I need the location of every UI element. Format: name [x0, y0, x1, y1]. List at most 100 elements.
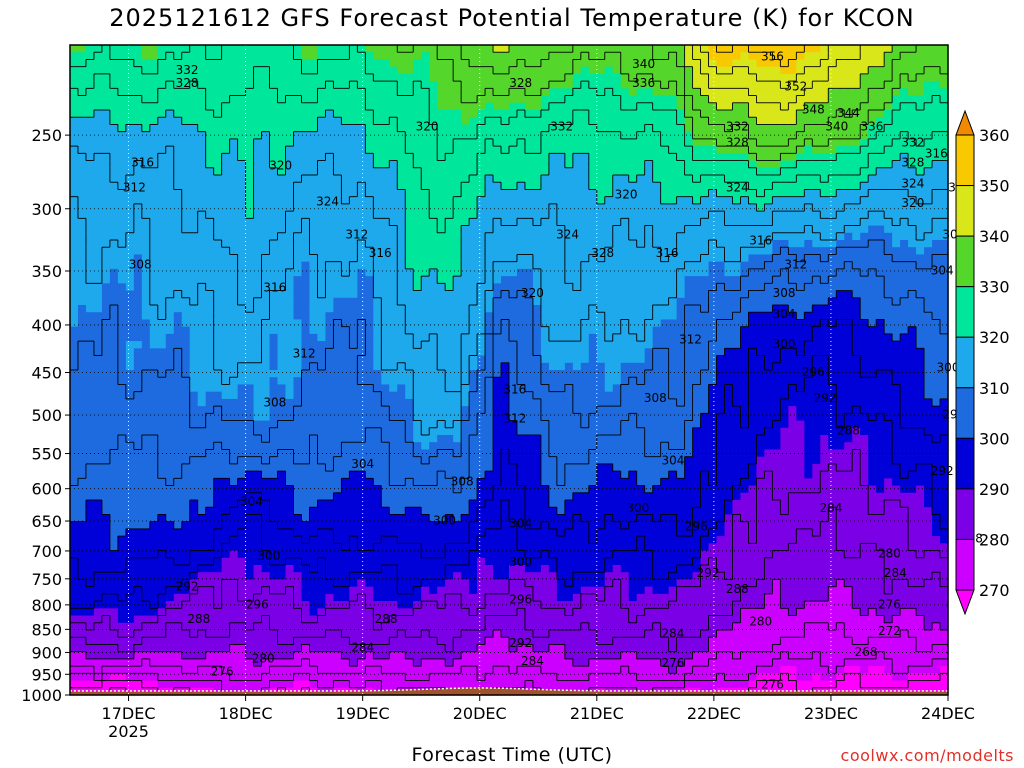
theta-cell — [852, 283, 861, 292]
theta-cell — [644, 319, 654, 328]
theta-cell — [636, 138, 646, 147]
theta-cell — [532, 254, 542, 263]
theta-cell — [469, 167, 478, 176]
theta-cell — [796, 117, 805, 126]
theta-cell — [628, 102, 638, 111]
theta-cell — [796, 305, 805, 313]
theta-cell — [828, 261, 837, 270]
theta-cell — [684, 73, 694, 82]
theta-cell — [604, 167, 614, 176]
theta-cell — [213, 312, 223, 321]
theta-cell — [588, 276, 598, 284]
theta-cell — [197, 73, 207, 82]
theta-cell — [756, 182, 766, 191]
theta-cell — [445, 88, 454, 97]
theta-cell — [732, 290, 742, 299]
theta-cell — [469, 348, 478, 357]
theta-cell — [596, 312, 606, 321]
theta-cell — [524, 232, 534, 241]
theta-cell — [445, 254, 454, 263]
theta-cell — [365, 290, 374, 299]
theta-cell — [572, 160, 582, 169]
theta-cell — [181, 232, 191, 241]
theta-cell — [493, 305, 502, 313]
theta-cell — [788, 146, 797, 154]
theta-cell — [133, 247, 143, 256]
theta-cell — [501, 247, 510, 256]
theta-cell — [844, 333, 853, 342]
theta-cell — [453, 124, 462, 133]
theta-cell — [676, 261, 686, 270]
theta-cell — [716, 110, 726, 118]
theta-cell — [580, 102, 590, 111]
theta-cell — [708, 153, 718, 162]
theta-cell — [341, 167, 350, 176]
theta-cell — [405, 211, 414, 219]
theta-cell — [620, 362, 630, 371]
theta-cell — [668, 247, 678, 256]
theta-cell — [644, 73, 654, 82]
theta-cell — [277, 341, 287, 349]
theta-cell — [628, 247, 638, 256]
theta-cell — [133, 160, 143, 169]
theta-cell — [940, 326, 949, 335]
theta-cell — [301, 268, 311, 277]
theta-cell — [357, 290, 366, 299]
theta-cell — [101, 73, 111, 82]
theta-cell — [588, 297, 598, 306]
theta-cell — [684, 232, 694, 241]
theta-cell — [341, 240, 350, 248]
theta-cell — [556, 153, 566, 162]
theta-cell — [445, 355, 454, 364]
theta-cell — [381, 88, 390, 97]
theta-cell — [628, 66, 638, 75]
theta-cell — [716, 297, 726, 306]
theta-cell — [429, 138, 438, 147]
theta-cell — [269, 312, 279, 321]
theta-cell — [349, 153, 358, 162]
theta-cell — [676, 225, 686, 234]
theta-cell — [405, 167, 414, 176]
theta-cell — [908, 146, 917, 154]
theta-cell — [70, 261, 79, 270]
theta-cell — [253, 160, 263, 169]
theta-cell — [109, 268, 119, 277]
theta-cell — [788, 247, 797, 256]
theta-cell — [293, 110, 303, 118]
theta-cell — [780, 276, 789, 284]
theta-cell — [173, 146, 183, 154]
theta-cell — [820, 203, 829, 212]
theta-cell — [485, 319, 494, 328]
theta-cell — [812, 175, 821, 183]
theta-cell — [173, 348, 183, 357]
theta-cell — [373, 297, 382, 306]
theta-cell — [780, 203, 789, 212]
theta-cell — [900, 175, 909, 183]
theta-cell — [524, 52, 534, 61]
theta-cell — [405, 341, 414, 349]
theta-cell — [453, 326, 462, 335]
theta-cell — [812, 240, 821, 248]
theta-cell — [77, 254, 87, 263]
theta-cell — [213, 146, 223, 154]
theta-cell — [373, 218, 382, 227]
theta-cell — [141, 110, 151, 118]
theta-cell — [117, 81, 127, 89]
theta-cell — [716, 153, 726, 162]
theta-cell — [652, 52, 662, 61]
theta-cell — [780, 232, 789, 241]
theta-cell — [924, 211, 933, 219]
theta-cell — [548, 88, 558, 97]
theta-cell — [740, 312, 750, 321]
theta-cell — [461, 312, 470, 321]
theta-cell — [884, 276, 893, 284]
theta-cell — [70, 370, 79, 378]
theta-cell — [485, 247, 494, 256]
theta-cell — [309, 225, 319, 234]
theta-cell — [477, 333, 486, 342]
theta-cell — [77, 153, 87, 162]
theta-cell — [612, 225, 622, 234]
theta-cell — [509, 355, 518, 364]
theta-cell — [477, 240, 486, 248]
theta-cell — [580, 167, 590, 176]
